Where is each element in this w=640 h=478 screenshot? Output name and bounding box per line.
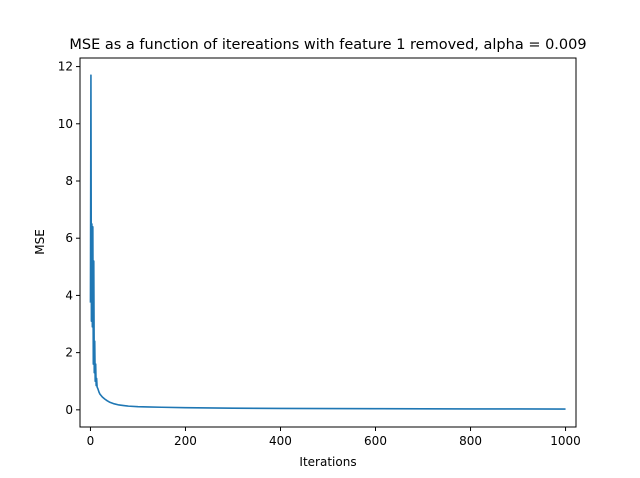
plot-area [80, 58, 576, 427]
x-tick-label: 800 [459, 434, 482, 448]
x-tick-label: 400 [269, 434, 292, 448]
x-tick-label: 200 [174, 434, 197, 448]
y-tick-label: 2 [65, 346, 73, 360]
ticks-layer: 0 200 400 600 800 1000 0 2 4 6 8 10 12 [58, 60, 581, 448]
x-tick-label: 1000 [550, 434, 581, 448]
y-tick-label: 6 [65, 231, 73, 245]
x-tick-label: 600 [364, 434, 387, 448]
series-line-mse [89, 74, 566, 410]
y-tick-label: 8 [65, 174, 73, 188]
y-tick-label: 12 [58, 60, 73, 74]
y-tick-label: 4 [65, 288, 73, 302]
x-axis-label: Iterations [299, 455, 356, 469]
y-tick-label: 10 [58, 117, 73, 131]
plot-frame [79, 57, 577, 428]
y-tick-label: 0 [65, 403, 73, 417]
y-axis-label: MSE [33, 229, 47, 255]
x-tick-label: 0 [87, 434, 95, 448]
chart-title: MSE as a function of itereations with fe… [69, 37, 586, 53]
